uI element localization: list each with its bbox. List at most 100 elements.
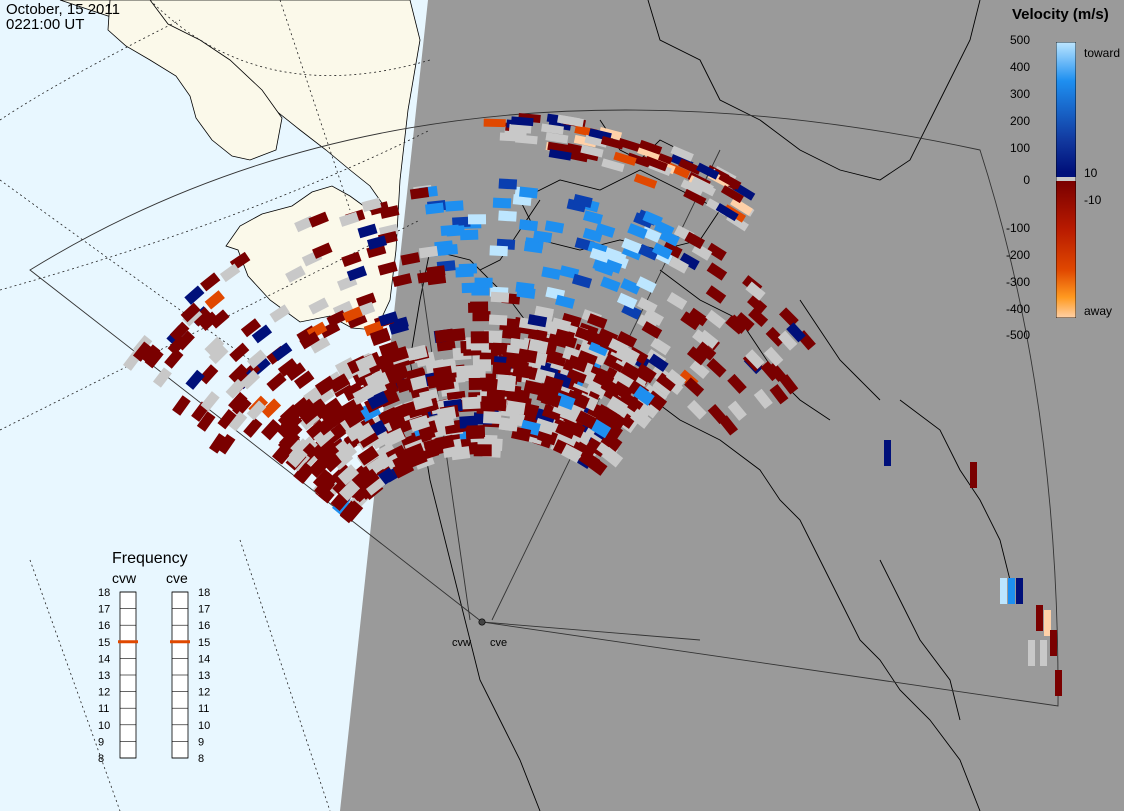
velocity-cell [488,314,508,326]
velocity-cell [185,369,205,390]
plot-date: October, 15 2011 [6,1,120,18]
velocity-cell [1055,670,1062,696]
velocity-cell [727,400,747,421]
radar-label-west: cvw [452,637,471,649]
velocity-cell [545,132,569,144]
velocity-cell [541,266,561,280]
velocity-cell [392,459,415,479]
velocity-cell [595,222,616,238]
velocity-cell [541,123,564,135]
velocity-cell [642,210,663,228]
velocity-cell [378,311,399,327]
velocity-cell [470,331,489,344]
velocity-cell [232,396,252,417]
velocity-cell [705,309,726,329]
velocity-cell [744,349,765,370]
velocity-cell [601,420,624,441]
velocity-cell [516,286,536,299]
velocity-cell [164,348,184,369]
velocity-cell [644,156,668,172]
velocity-cell [424,202,445,215]
velocity-cell [313,426,335,448]
velocity-cell [678,158,702,175]
velocity-cell [446,328,466,342]
velocity-cell [551,317,572,332]
velocity-cell [679,252,700,271]
velocity-cell [343,408,366,429]
velocity-cell [455,266,474,278]
frequency-tick-label: 12 [98,687,110,699]
velocity-cell [352,385,374,405]
velocity-cell [686,346,708,366]
velocity-cell [505,400,526,416]
velocity-cell [312,242,333,259]
velocity-cell [472,311,491,322]
velocity-cell [666,292,688,310]
velocity-cell [314,375,337,396]
colorbar-tick-label: -100 [1005,221,1030,235]
velocity-cell [403,443,426,461]
velocity-cell [379,453,402,473]
velocity-cell [285,265,306,283]
velocity-cell [204,290,225,310]
velocity-cell [692,329,713,349]
velocity-cell [611,370,634,391]
velocity-cell [308,456,330,478]
velocity-cell [601,446,624,468]
velocity-cell [409,187,430,200]
velocity-cell [554,328,576,345]
velocity-cell [366,235,388,250]
velocity-cell [473,444,492,457]
velocity-cell [727,373,747,394]
colorbar-tick-label: -300 [1005,275,1030,289]
velocity-cell [229,342,250,363]
velocity-cell [555,294,575,309]
velocity-cell [519,186,538,199]
velocity-cell [638,244,659,261]
colorbar [1056,42,1076,318]
land-siberia [107,0,283,161]
velocity-cell [627,223,648,240]
velocity-cell [528,338,549,355]
velocity-cell [574,326,596,343]
colorbar-toward [1056,42,1076,172]
velocity-cell [727,314,748,334]
velocity-cell [172,395,191,416]
velocity-cell [652,242,673,260]
velocity-cell [718,415,739,436]
velocity-cell [779,374,799,395]
velocity-cell [261,419,282,441]
velocity-cell [367,390,389,410]
velocity-cell [198,311,219,331]
frequency-tick-label: 16 [198,620,210,632]
velocity-cell [498,417,519,432]
frequency-tick-label: 18 [98,587,110,599]
velocity-cell [584,134,608,148]
velocity-cell [769,384,789,405]
velocity-cell [619,345,640,363]
velocity-cell [498,178,518,190]
velocity-cell [1000,578,1007,604]
velocity-cell [369,327,391,344]
velocity-cell [357,223,378,239]
velocity-cell [1008,578,1015,604]
velocity-cell [621,302,642,320]
velocity-cell [216,433,236,455]
velocity-cell [779,307,799,328]
velocity-cell [970,462,977,488]
velocity-cell [589,418,612,439]
velocity-cell [240,369,261,390]
velocity-cell [641,321,663,339]
colorbar-tick-label: 400 [1009,60,1030,74]
velocity-cell [208,344,229,365]
velocity-cell [412,393,434,411]
velocity-cell [470,301,489,312]
velocity-cell [228,363,249,384]
velocity-cell [635,363,657,384]
velocity-cell [600,276,621,293]
frequency-tick-label: 16 [98,620,110,632]
velocity-cell [293,462,315,484]
velocity-cell [748,307,769,328]
velocity-cell [523,241,544,254]
velocity-cell [483,118,506,128]
